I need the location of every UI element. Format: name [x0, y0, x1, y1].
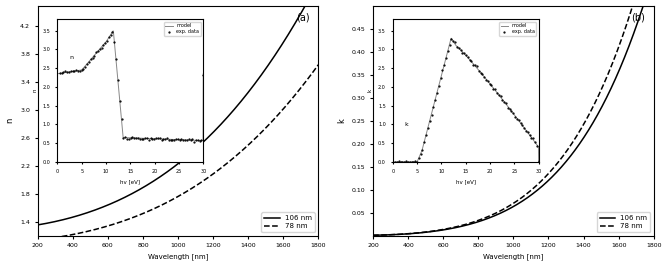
- 78 nm: [257, 131, 265, 134]
- 106 nm: [483, 217, 491, 221]
- 106 nm: [63, 217, 71, 221]
- 78 nm: [34, 238, 42, 242]
- 106 nm: [369, 234, 377, 237]
- 106 nm: [588, 123, 596, 126]
- 78 nm: [493, 211, 501, 214]
- Legend: 106 nm, 78 nm: 106 nm, 78 nm: [261, 212, 315, 232]
- Text: (a): (a): [296, 13, 310, 22]
- Line: 78 nm: 78 nm: [38, 65, 318, 240]
- 78 nm: [226, 159, 234, 162]
- 106 nm: [398, 233, 406, 236]
- 106 nm: [562, 160, 570, 164]
- 78 nm: [562, 151, 570, 154]
- X-axis label: Wavelength [nm]: Wavelength [nm]: [483, 254, 544, 260]
- Text: (b): (b): [632, 13, 645, 22]
- 78 nm: [63, 234, 71, 237]
- 106 nm: [147, 181, 155, 184]
- 106 nm: [257, 73, 265, 76]
- Y-axis label: n: n: [5, 118, 15, 123]
- 106 nm: [226, 112, 234, 115]
- Line: 78 nm: 78 nm: [373, 0, 654, 235]
- 78 nm: [588, 107, 596, 111]
- Line: 106 nm: 106 nm: [373, 0, 654, 235]
- 78 nm: [483, 216, 491, 219]
- 106 nm: [34, 223, 42, 226]
- 106 nm: [157, 174, 165, 177]
- Y-axis label: k: k: [338, 118, 346, 123]
- X-axis label: Wavelength [nm]: Wavelength [nm]: [148, 254, 208, 260]
- Line: 106 nm: 106 nm: [38, 0, 318, 225]
- 106 nm: [593, 114, 601, 117]
- 78 nm: [593, 97, 601, 100]
- 78 nm: [253, 136, 261, 139]
- 78 nm: [369, 234, 377, 237]
- 78 nm: [147, 208, 155, 211]
- 78 nm: [398, 232, 406, 236]
- Legend: 106 nm, 78 nm: 106 nm, 78 nm: [597, 212, 650, 232]
- 106 nm: [493, 213, 501, 217]
- 78 nm: [157, 204, 165, 207]
- 106 nm: [253, 80, 261, 83]
- 78 nm: [314, 63, 322, 66]
